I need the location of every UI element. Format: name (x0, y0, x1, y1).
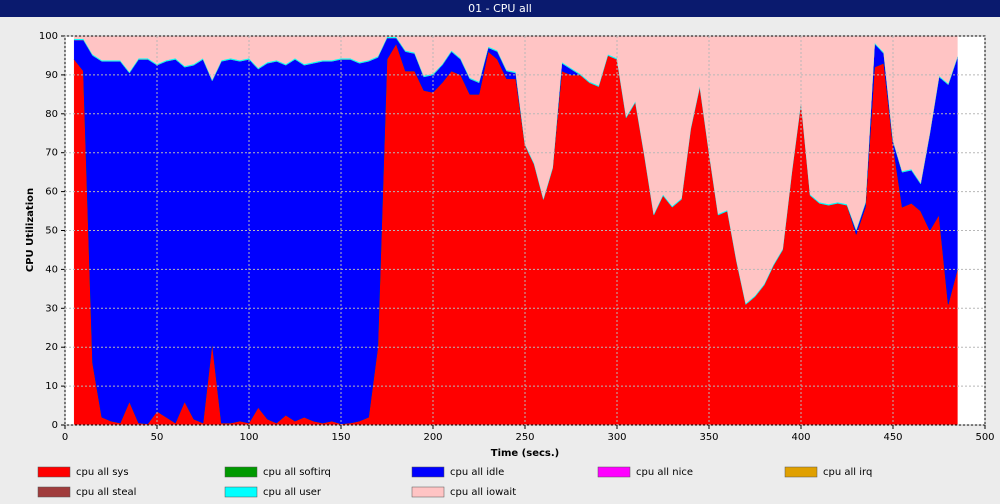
legend-label: cpu all softirq (263, 467, 331, 478)
legend-swatch (37, 466, 71, 478)
y-tick-label: 20 (45, 342, 58, 353)
y-tick-label: 100 (39, 31, 58, 42)
x-tick-label: 300 (607, 432, 626, 443)
y-tick-label: 90 (45, 70, 58, 81)
legend-label: cpu all irq (823, 467, 872, 478)
y-tick-label: 50 (45, 226, 58, 237)
x-axis-label: Time (secs.) (491, 448, 560, 459)
x-tick-label: 100 (239, 432, 258, 443)
x-tick-label: 250 (515, 432, 534, 443)
title-bar (0, 0, 1000, 17)
y-tick-label: 40 (45, 264, 58, 275)
y-tick-label: 60 (45, 187, 58, 198)
x-tick-label: 500 (975, 432, 994, 443)
legend-swatch (224, 486, 258, 498)
legend-label: cpu all sys (76, 467, 129, 478)
legend-swatch (597, 466, 631, 478)
x-tick-label: 0 (62, 432, 68, 443)
legend-swatch (37, 486, 71, 498)
x-tick-label: 400 (791, 432, 810, 443)
x-tick-label: 150 (331, 432, 350, 443)
y-tick-label: 80 (45, 109, 58, 120)
y-axis-label: CPU Utilization (25, 188, 36, 272)
legend-label: cpu all steal (76, 487, 136, 498)
legend-label: cpu all idle (450, 467, 504, 478)
x-tick-label: 200 (423, 432, 442, 443)
legend-swatch (411, 466, 445, 478)
legend-swatch (784, 466, 818, 478)
chart-title: 01 - CPU all (468, 2, 532, 15)
x-tick-label: 450 (883, 432, 902, 443)
legend-swatch (411, 486, 445, 498)
y-tick-label: 70 (45, 148, 58, 159)
x-tick-label: 350 (699, 432, 718, 443)
y-tick-label: 10 (45, 381, 58, 392)
x-tick-label: 50 (151, 432, 164, 443)
y-tick-label: 30 (45, 303, 58, 314)
legend-label: cpu all iowait (450, 487, 516, 498)
legend-label: cpu all user (263, 487, 322, 498)
legend-label: cpu all nice (636, 467, 693, 478)
y-tick-label: 0 (52, 420, 58, 431)
legend-swatch (224, 466, 258, 478)
